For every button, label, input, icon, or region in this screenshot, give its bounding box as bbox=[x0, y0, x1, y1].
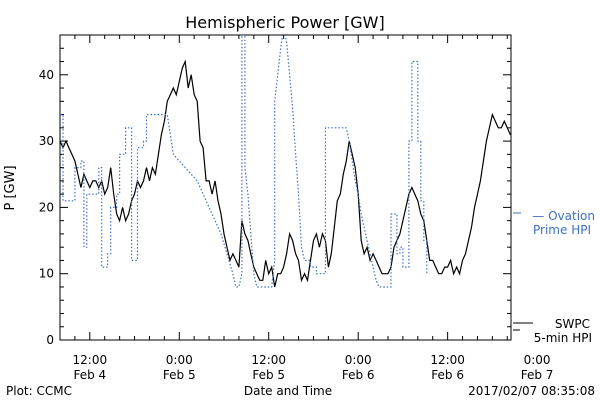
y-axis-label: P [GW] bbox=[3, 165, 18, 210]
x-axis-label: Date and Time bbox=[244, 384, 332, 398]
y-axis: 0 10 20 30 40 bbox=[39, 34, 511, 347]
y-tick-label: 0 bbox=[46, 333, 54, 347]
x-tick-label-time: 0:00 bbox=[345, 353, 372, 367]
plot-frame bbox=[59, 34, 512, 341]
x-tick-label-time: 12:00 bbox=[251, 353, 286, 367]
series-layer bbox=[60, 35, 511, 288]
series-line-ovation bbox=[60, 35, 428, 288]
legend-ovation-line2: Prime HPI bbox=[533, 223, 591, 237]
series-line-swpc bbox=[60, 59, 511, 288]
x-tick-label-time: 0:00 bbox=[166, 353, 193, 367]
y-tick-label: 40 bbox=[39, 68, 54, 82]
x-tick-label-time: 12:00 bbox=[73, 353, 108, 367]
x-tick-label-date: Feb 4 bbox=[73, 368, 106, 382]
x-tick-label-date: Feb 6 bbox=[431, 368, 464, 382]
x-tick-label-date: Feb 5 bbox=[252, 368, 285, 382]
footer-plot-credit: Plot: CCMC bbox=[6, 384, 72, 398]
y-tick-label: 20 bbox=[39, 200, 54, 214]
x-tick-label-date: Feb 5 bbox=[163, 368, 196, 382]
y-tick-label: 10 bbox=[39, 267, 54, 281]
footer-timestamp: 2017/02/07 08:35:08 bbox=[468, 384, 595, 398]
y-tick-label: 30 bbox=[39, 134, 54, 148]
x-tick-label-time: 0:00 bbox=[524, 353, 551, 367]
legend-swpc-line2: 5-min HPI bbox=[534, 331, 592, 345]
chart-title: Hemispheric Power [GW] bbox=[185, 13, 384, 32]
x-tick-label-time: 12:00 bbox=[430, 353, 465, 367]
x-tick-label-date: Feb 7 bbox=[521, 368, 554, 382]
x-tick-label-date: Feb 6 bbox=[342, 368, 375, 382]
legend-ovation-line1: — Ovation bbox=[532, 209, 595, 223]
legend-swpc-line1: SWPC bbox=[555, 317, 590, 331]
